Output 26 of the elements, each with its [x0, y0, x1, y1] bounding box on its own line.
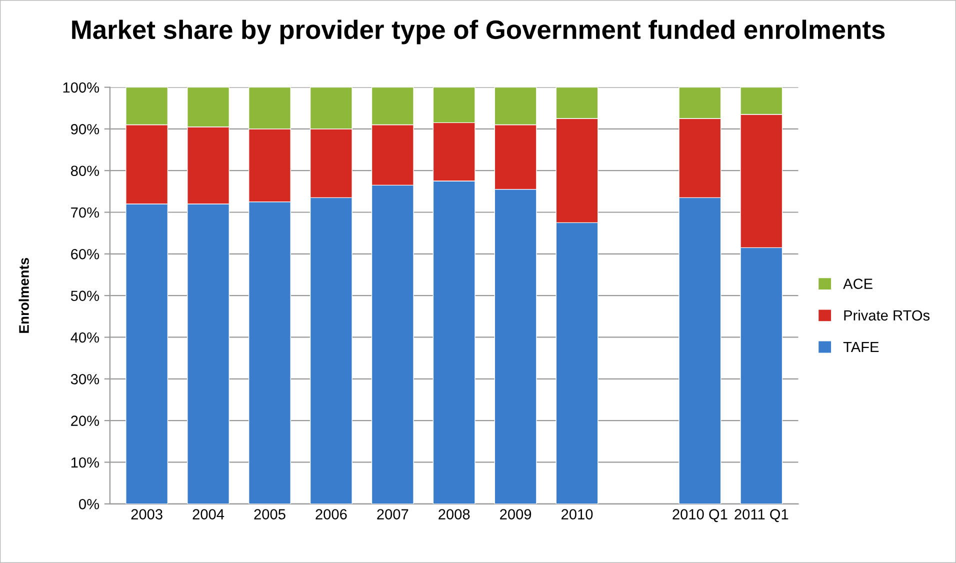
- x-tick-label: 2011 Q1: [734, 509, 788, 522]
- y-tick-label: 60%: [71, 249, 100, 260]
- y-tick-label: 10%: [71, 457, 100, 468]
- y-tick-label: 100%: [63, 82, 100, 93]
- y-tick-label: 50%: [70, 290, 100, 302]
- y-tick-label: 40%: [70, 332, 100, 343]
- y-tick-label: 70%: [71, 207, 100, 218]
- x-tick-label: 2008: [438, 509, 470, 520]
- legend-label: Private RTOs: [844, 310, 930, 321]
- x-tick-label: 2003: [131, 509, 162, 520]
- legend-label: TAFE: [843, 342, 879, 352]
- legend-label: ACE: [843, 278, 872, 289]
- x-tick-label: 2005: [254, 509, 286, 520]
- x-tick-label: 2010: [562, 509, 593, 520]
- x-tick-label: 2010 Q1: [672, 509, 728, 522]
- y-axis-title: Enrolments: [18, 258, 29, 333]
- y-tick-label: 30%: [70, 374, 100, 384]
- y-tick-label: 0%: [79, 498, 100, 510]
- x-tick-label: 2006: [316, 509, 347, 520]
- y-tick-label: 80%: [70, 166, 100, 176]
- x-tick-label: 2004: [192, 509, 224, 520]
- x-tick-label: 2009: [500, 509, 532, 520]
- chart-title: Market share by provider type of Government funded enrolments: [72, 20, 885, 44]
- y-tick-label: 20%: [71, 416, 100, 426]
- y-tick-label: 90%: [71, 124, 100, 134]
- x-tick-label: 2007: [377, 509, 408, 520]
